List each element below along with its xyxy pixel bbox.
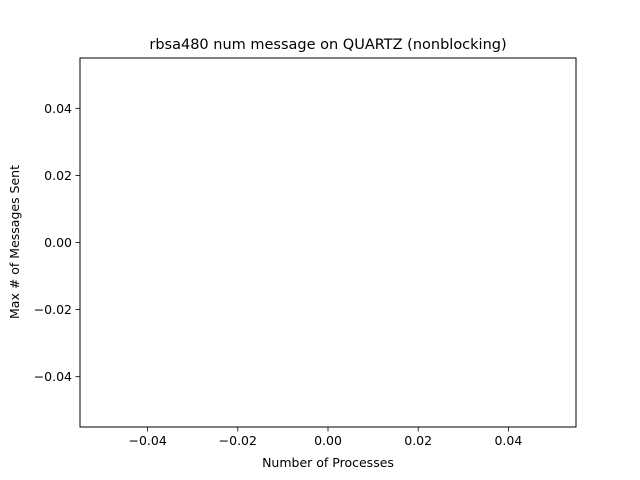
x-tick-label: −0.04 bbox=[128, 433, 166, 448]
chart-title: rbsa480 num message on QUARTZ (nonblocki… bbox=[149, 37, 506, 53]
y-tick-label: −0.02 bbox=[34, 302, 72, 317]
y-axis-label: Max # of Messages Sent bbox=[7, 165, 22, 319]
x-tick-label: 0.02 bbox=[404, 433, 432, 448]
x-tick-label: 0.04 bbox=[494, 433, 522, 448]
y-tick-label: −0.04 bbox=[34, 369, 72, 384]
y-tick-label: 0.04 bbox=[44, 101, 72, 116]
x-tick-label: −0.02 bbox=[219, 433, 257, 448]
x-axis-label: Number of Processes bbox=[262, 455, 394, 470]
y-axis: −0.04 −0.02 0.00 0.02 0.04 bbox=[34, 101, 80, 384]
plot-area: −0.04 −0.02 0.00 0.02 0.04 −0.04 −0.02 0.00 0.0… bbox=[34, 57, 577, 448]
x-tick-label: 0.00 bbox=[314, 433, 342, 448]
x-axis: −0.04 −0.02 0.00 0.02 0.04 bbox=[128, 427, 522, 448]
plot-frame bbox=[79, 57, 577, 428]
y-tick-label: 0.02 bbox=[44, 168, 72, 183]
y-tick-label: 0.00 bbox=[44, 235, 72, 250]
